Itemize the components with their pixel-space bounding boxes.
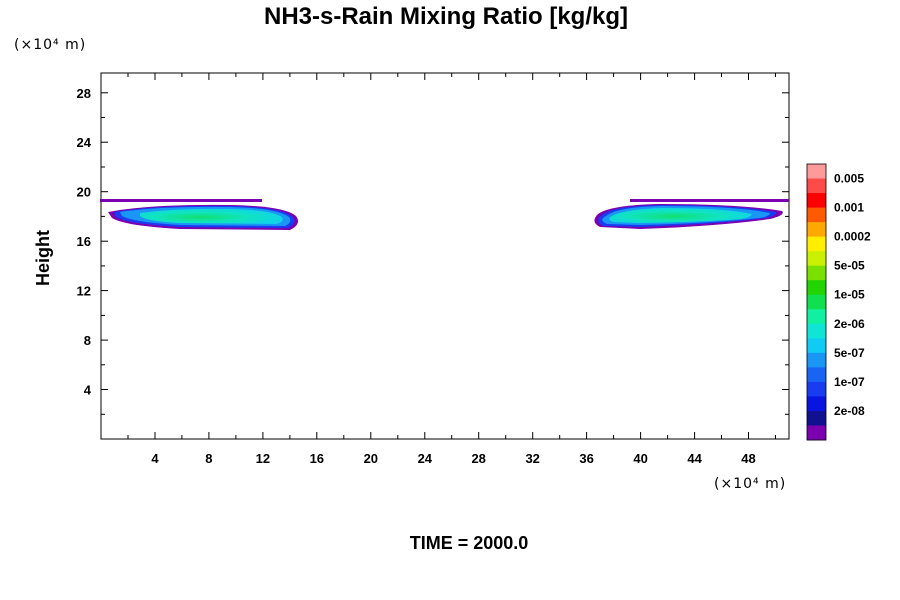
y-axis-tick-labels: 4 8 12 16 20 24 28: [77, 86, 92, 398]
colorbar-swatch: [807, 367, 826, 383]
colorbar-swatch: [807, 207, 826, 223]
y-axis-label: Height: [33, 230, 53, 286]
colorbar-label: 0.001: [834, 201, 864, 215]
colorbar-swatch: [807, 323, 826, 339]
y-tick-label: 8: [84, 333, 91, 348]
x-tick-label: 48: [741, 451, 755, 466]
x-tick-label: 8: [205, 451, 212, 466]
colorbar-swatch: [807, 352, 826, 368]
plot-frame: [100, 72, 790, 440]
right-contour-core: [609, 208, 752, 223]
y-tick-label: 28: [77, 86, 91, 101]
y-unit-label: (×10⁴ m): [14, 37, 86, 53]
left-contour-core: [140, 208, 283, 224]
y-axis-ticks: [101, 92, 789, 415]
colorbar-swatch: [807, 294, 826, 310]
colorbar-swatch: [807, 410, 826, 426]
colorbar-swatch: [807, 178, 826, 194]
time-label: TIME = 2000.0: [410, 533, 529, 553]
colorbar-swatch: [807, 236, 826, 252]
colorbar-label: 0.0002: [834, 230, 871, 244]
colorbar-swatch: [807, 265, 826, 281]
right-rain-region: [594, 199, 789, 229]
x-tick-label: 4: [151, 451, 159, 466]
colorbar-label: 2e-06: [834, 317, 865, 331]
colorbar-swatch: [807, 280, 826, 296]
colorbar-swatch: [807, 425, 826, 441]
x-tick-label: 44: [687, 451, 702, 466]
y-tick-label: 12: [77, 284, 91, 299]
x-tick-label: 36: [579, 451, 593, 466]
x-axis-ticks: [127, 73, 776, 439]
colorbar-swatch: [807, 396, 826, 412]
colorbar-label: 1e-05: [834, 288, 865, 302]
colorbar-swatch: [807, 381, 826, 397]
colorbar-swatch: [807, 222, 826, 238]
left-top-band: [100, 199, 262, 202]
colorbar-frame: [806, 163, 827, 441]
colorbar-label: 1e-07: [834, 375, 865, 389]
y-tick-label: 4: [84, 383, 92, 398]
x-tick-label: 12: [256, 451, 270, 466]
x-tick-label: 32: [525, 451, 539, 466]
colorbar-swatch: [807, 251, 826, 267]
colorbar-label: 2e-08: [834, 404, 865, 418]
y-tick-label: 16: [77, 234, 91, 249]
chart-title: NH3-s-Rain Mixing Ratio [kg/kg]: [264, 3, 628, 30]
colorbar-label: 5e-07: [834, 346, 865, 360]
x-tick-label: 40: [633, 451, 647, 466]
colorbar: 0.005 0.001 0.0002 5e-05 1e-05 2e-06 5e-07 1e-0…: [806, 163, 871, 441]
colorbar-swatch: [807, 338, 826, 354]
colorbar-label: 0.005: [834, 172, 864, 186]
colorbar-swatch: [807, 309, 826, 325]
x-tick-label: 16: [310, 451, 324, 466]
colorbar-swatch: [807, 193, 826, 208]
colorbar-label: 5e-05: [834, 259, 865, 273]
x-tick-label: 20: [364, 451, 378, 466]
x-unit-label: (×10⁴ m): [714, 476, 786, 492]
y-tick-label: 20: [77, 185, 91, 200]
right-top-band: [630, 199, 789, 202]
x-tick-label: 28: [471, 451, 485, 466]
colorbar-swatch: [807, 164, 826, 179]
x-tick-label: 24: [418, 451, 433, 466]
x-axis-tick-labels: 4 8 12 16 20 24 28 32 36 40 44 48: [151, 451, 755, 466]
y-tick-label: 24: [77, 135, 92, 150]
left-rain-region: [100, 199, 298, 230]
